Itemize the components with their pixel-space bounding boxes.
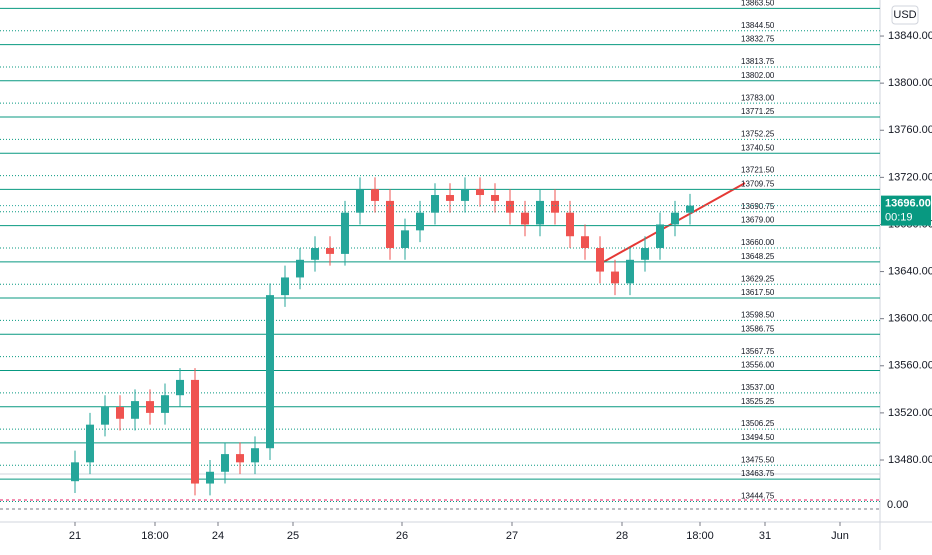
- currency-label: USD: [893, 9, 916, 21]
- level-label: 13444.75: [741, 492, 775, 501]
- candle-body: [191, 379, 199, 484]
- x-tick-label: 21: [69, 530, 81, 542]
- y-tick-label: 13840.00: [888, 30, 932, 42]
- candle-body: [641, 248, 649, 260]
- level-label: 13567.75: [741, 347, 775, 356]
- x-tick-label: 18:00: [141, 530, 169, 542]
- candle-body: [341, 212, 349, 254]
- candle-body: [521, 212, 529, 225]
- level-label: 13537.00: [741, 383, 775, 392]
- y-tick-label: 13520.00: [888, 407, 932, 419]
- countdown-label: 00:19: [885, 212, 913, 224]
- candle-body: [626, 259, 634, 284]
- x-tick-label: 24: [212, 530, 224, 542]
- level-label: 13629.25: [741, 274, 775, 283]
- candle-body: [506, 200, 514, 213]
- candle-body: [686, 205, 694, 213]
- candle-body: [386, 200, 394, 249]
- candle-body: [671, 212, 679, 225]
- candle-body: [536, 200, 544, 225]
- candle-body: [116, 406, 124, 419]
- candle-body: [491, 195, 499, 201]
- level-label: 13617.50: [741, 288, 775, 297]
- candle-body: [101, 406, 109, 425]
- level-label: 13506.25: [741, 419, 775, 428]
- oscillator-tick-label: 0.00: [887, 499, 908, 511]
- level-label: 13598.50: [741, 311, 775, 320]
- level-label: 13586.75: [741, 324, 775, 333]
- level-label: 13740.50: [741, 143, 775, 152]
- candle-body: [356, 189, 364, 213]
- level-label: 13832.75: [741, 35, 775, 44]
- y-tick-label: 13600.00: [888, 313, 932, 325]
- level-label: 13463.75: [741, 469, 775, 478]
- candle-body: [281, 277, 289, 296]
- candle-body: [161, 395, 169, 413]
- candle-body: [251, 448, 259, 463]
- candle-body: [131, 401, 139, 419]
- candle-body: [656, 224, 664, 249]
- level-label: 13690.75: [741, 202, 775, 211]
- level-label: 13863.50: [741, 0, 775, 7]
- candle-body: [326, 248, 334, 254]
- y-tick-label: 13800.00: [888, 77, 932, 89]
- level-label: 13660.00: [741, 238, 775, 247]
- candle-body: [596, 248, 604, 272]
- x-tick-label: 31: [759, 530, 771, 542]
- level-label: 13844.50: [741, 21, 775, 30]
- candle-body: [146, 401, 154, 413]
- y-tick-label: 13480.00: [888, 454, 932, 466]
- candle-body: [296, 259, 304, 278]
- candle-body: [566, 212, 574, 237]
- level-label: 13648.25: [741, 252, 775, 261]
- x-tick-label: 28: [616, 530, 628, 542]
- level-label: 13494.50: [741, 433, 775, 442]
- candle-body: [176, 379, 184, 396]
- candle-body: [611, 271, 619, 284]
- y-tick-label: 13560.00: [888, 360, 932, 372]
- level-label: 13752.25: [741, 129, 775, 138]
- y-tick-label: 13720.00: [888, 171, 932, 183]
- x-tick-label: 27: [506, 530, 518, 542]
- x-tick-label: Jun: [831, 530, 849, 542]
- level-label: 13802.00: [741, 71, 775, 80]
- last-price-badge: [881, 195, 931, 226]
- level-label: 13771.25: [741, 107, 775, 116]
- y-tick-label: 13640.00: [888, 265, 932, 277]
- candle-body: [206, 471, 214, 484]
- candle-body: [461, 189, 469, 201]
- x-tick-label: 18:00: [686, 530, 714, 542]
- level-label: 13721.50: [741, 166, 775, 175]
- level-label: 13813.75: [741, 57, 775, 66]
- candle-body: [311, 248, 319, 260]
- x-tick-label: 26: [396, 530, 408, 542]
- level-label: 13556.00: [741, 361, 775, 370]
- currency-button[interactable]: [891, 5, 919, 25]
- level-label: 13475.50: [741, 455, 775, 464]
- candle-body: [416, 212, 424, 231]
- candle-body: [71, 462, 79, 482]
- candle-body: [551, 200, 559, 213]
- last-price-label: 13696.00: [885, 198, 931, 210]
- candle-body: [86, 424, 94, 463]
- candle-body: [221, 454, 229, 472]
- candle-body: [581, 236, 589, 249]
- candle-body: [266, 295, 274, 449]
- level-label: 13709.75: [741, 180, 775, 189]
- candle-body: [446, 195, 454, 201]
- candle-body: [401, 230, 409, 249]
- candle-body: [236, 454, 244, 463]
- level-label: 13525.25: [741, 397, 775, 406]
- candle-body: [431, 195, 439, 213]
- level-label: 13679.00: [741, 216, 775, 225]
- candle-body: [371, 189, 379, 201]
- x-tick-label: 25: [287, 530, 299, 542]
- level-label: 13783.00: [741, 93, 775, 102]
- candle-body: [476, 189, 484, 196]
- y-tick-label: 13760.00: [888, 124, 932, 136]
